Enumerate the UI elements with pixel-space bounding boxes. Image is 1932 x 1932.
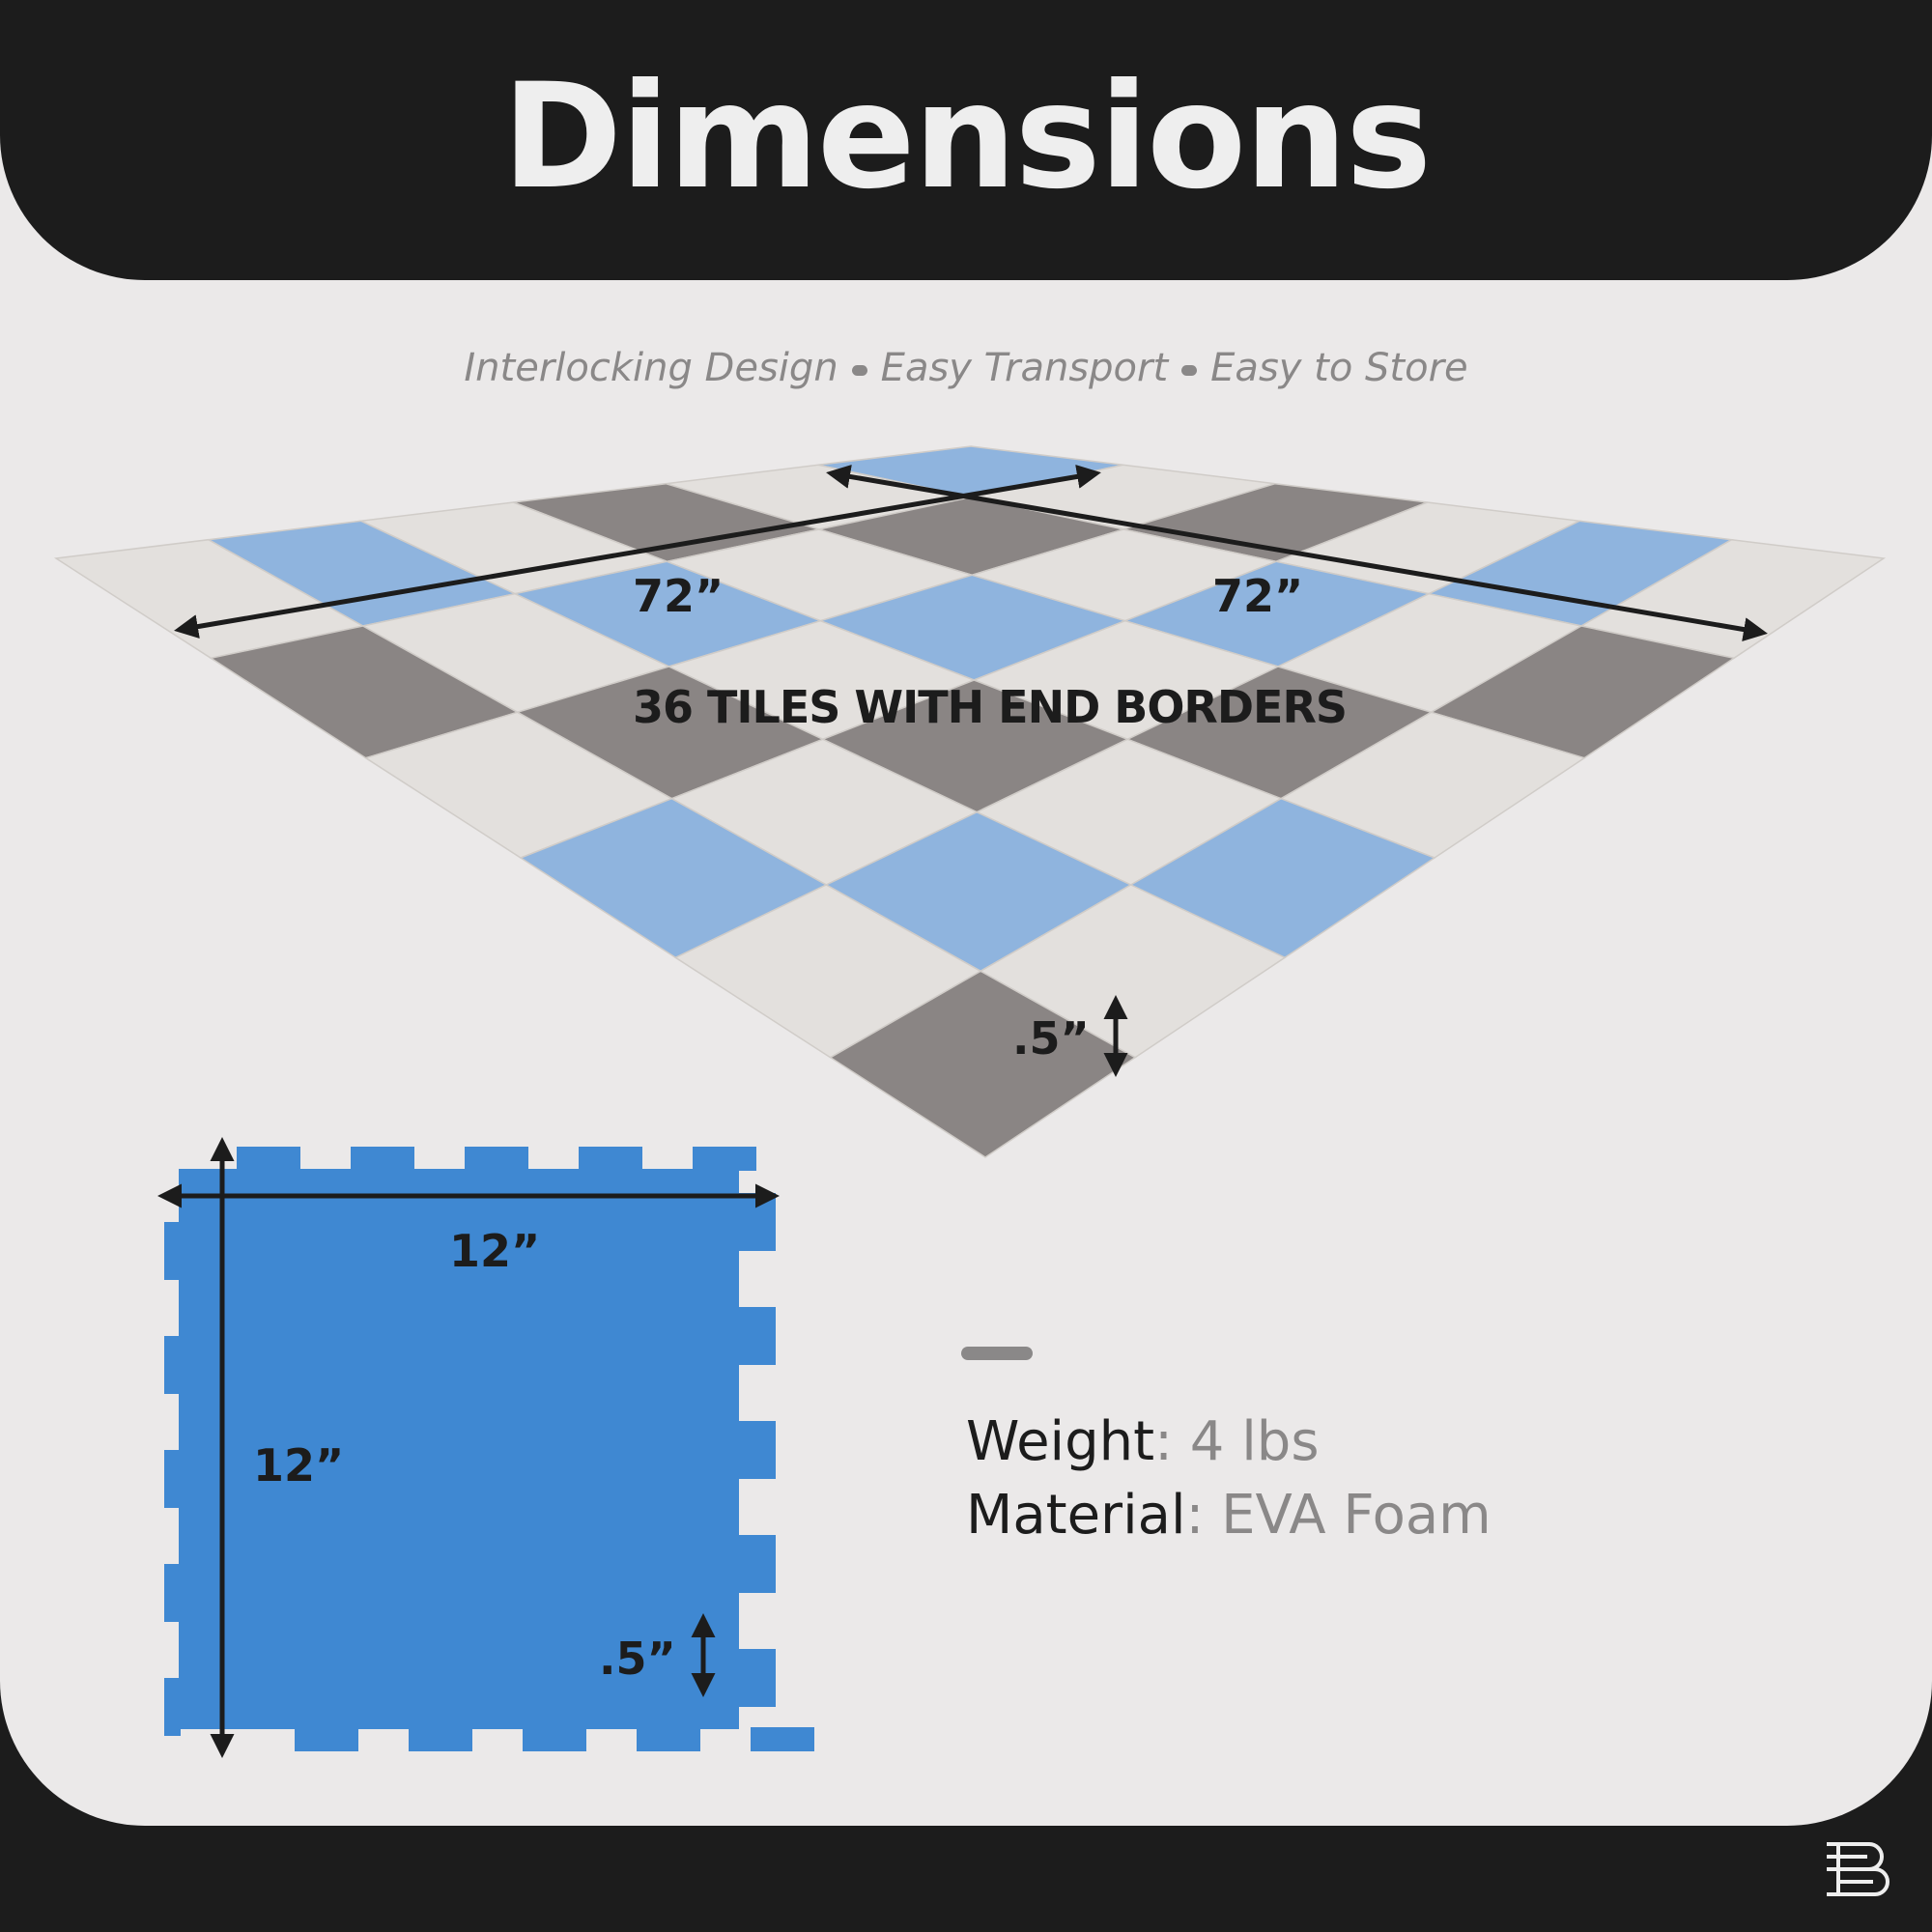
floor-depth-label: 72” (1212, 570, 1304, 622)
tile-tab (237, 1147, 300, 1171)
floor-mat-assembled (53, 445, 1887, 1158)
feature-transport: Easy Transport (880, 346, 1169, 390)
tile-tab (164, 1450, 181, 1508)
tile-tab (465, 1147, 528, 1171)
floor-thickness-label: .5” (1012, 1012, 1090, 1065)
tile-tab (409, 1727, 472, 1751)
tile-tab (693, 1147, 756, 1171)
feature-list: Interlocking Design Easy Transport Easy to… (0, 346, 1932, 390)
tile-tab (737, 1535, 776, 1593)
floor-tile (829, 970, 1137, 1158)
spec-key: Weight (966, 1410, 1155, 1473)
tile-tab (295, 1727, 358, 1751)
tile-tab (737, 1421, 776, 1479)
divider (961, 1347, 1033, 1360)
brand-logo-icon (1827, 1842, 1889, 1896)
tile-width-label: 12” (449, 1225, 541, 1277)
tile-tab (579, 1147, 642, 1171)
floor-width-label: 72” (633, 570, 724, 622)
tile-tab (164, 1222, 181, 1280)
tile-tab (523, 1727, 586, 1751)
tile-tab (737, 1307, 776, 1365)
spec-list: Weight: 4 lbs Material: EVA Foam (966, 1406, 1492, 1552)
tile-tab (737, 1649, 776, 1707)
tile-thickness-label: .5” (599, 1633, 676, 1685)
tile-body (179, 1169, 739, 1729)
spec-material: Material: EVA Foam (966, 1484, 1492, 1547)
spec-key: Material (966, 1484, 1186, 1547)
tile-tab (737, 1193, 776, 1251)
tile-height-label: 12” (253, 1439, 345, 1492)
tile-tab (164, 1336, 181, 1394)
spec-value: 4 lbs (1189, 1410, 1320, 1473)
spec-value: EVA Foam (1221, 1484, 1492, 1547)
depth-arrow (826, 465, 1768, 641)
tile-tab (351, 1147, 414, 1171)
bullet-icon (851, 364, 867, 376)
header-bar: Dimensions (0, 0, 1932, 280)
bullet-icon (1181, 364, 1198, 376)
floor-dimension-arrows (174, 465, 1768, 1077)
single-tile (164, 1147, 814, 1751)
spec-weight: Weight: 4 lbs (966, 1410, 1320, 1473)
page-title: Dimensions (501, 53, 1433, 221)
feature-interlocking: Interlocking Design (464, 346, 838, 390)
tile-dimension-arrows (157, 1137, 780, 1758)
tile-tab (751, 1727, 814, 1751)
tile-count-label: 36 TILES WITH END BORDERS (633, 681, 1348, 733)
tile-tab (164, 1564, 181, 1622)
tile-tab (637, 1727, 700, 1751)
tile-tab (164, 1678, 181, 1736)
feature-store: Easy to Store (1210, 346, 1468, 390)
